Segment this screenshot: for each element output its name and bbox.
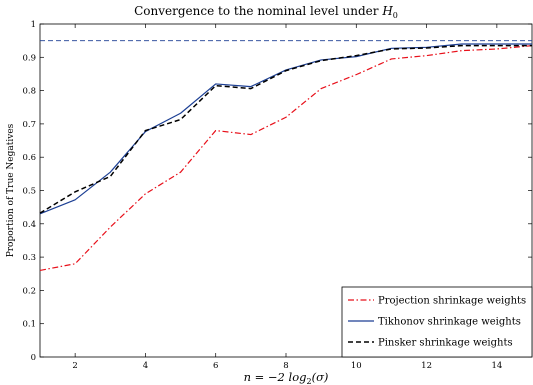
legend: Projection shrinkage weights Tikhonov shr…: [341, 286, 533, 358]
x-axis-label: n = −2 log2(σ): [244, 370, 329, 385]
x-tick-label: 4: [143, 361, 148, 371]
y-tick-label: 0.2: [22, 286, 36, 296]
x-axis-ticks: 2 4 6 8 10 12 14: [72, 24, 502, 371]
y-tick-label: 0.3: [22, 253, 36, 263]
y-tick-label: 0.6: [22, 153, 36, 163]
x-label-sub: 2: [307, 377, 312, 385]
y-tick-label: 0.4: [22, 220, 36, 230]
chart-title-math-sub: 0: [393, 11, 398, 20]
series-line-3: [39, 44, 532, 214]
x-label-suffix: (σ): [312, 370, 329, 384]
y-tick-label: 0.5: [22, 187, 36, 197]
legend-label-3: Pinsker shrinkage weights: [378, 338, 513, 349]
y-tick-label: 1: [31, 20, 36, 30]
x-tick-label: 10: [351, 361, 362, 371]
y-tick-label: 0.1: [22, 320, 36, 330]
legend-label-1: Projection shrinkage weights: [378, 296, 526, 307]
legend-label-2: Tikhonov shrinkage weights: [378, 317, 521, 328]
y-axis-label: Proportion of True Negatives: [6, 123, 16, 257]
y-tick-label: 0.7: [22, 120, 36, 130]
x-tick-label: 6: [213, 361, 218, 371]
x-tick-label: 14: [491, 361, 502, 371]
x-tick-label: 2: [72, 361, 77, 371]
y-axis-ticks: 0 0.1 0.2 0.3 0.4 0.5 0.6 0.7 0.8 0.9 1: [22, 20, 532, 363]
x-tick-label: 12: [421, 361, 432, 371]
chart-title: Convergence to the nominal level under H…: [134, 4, 398, 20]
y-tick-label: 0.9: [22, 53, 36, 63]
series-layer: [39, 43, 533, 272]
series-line-2: [39, 43, 532, 215]
y-tick-label: 0.8: [22, 87, 36, 97]
x-tick-label: 8: [283, 361, 288, 371]
x-label-main: n = −2 log: [244, 370, 307, 384]
chart-title-text: Convergence to the nominal level under: [134, 4, 382, 18]
legend-box: [341, 286, 533, 358]
y-tick-label: 0: [31, 353, 36, 363]
chart-title-math: H: [381, 4, 393, 18]
series-line-1: [39, 45, 533, 272]
